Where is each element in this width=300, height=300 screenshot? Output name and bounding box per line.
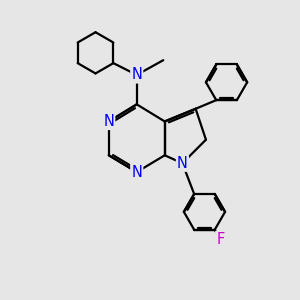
Text: N: N bbox=[103, 114, 114, 129]
Text: F: F bbox=[216, 232, 224, 247]
Text: N: N bbox=[177, 156, 188, 171]
Text: N: N bbox=[131, 165, 142, 180]
Text: N: N bbox=[131, 68, 142, 82]
